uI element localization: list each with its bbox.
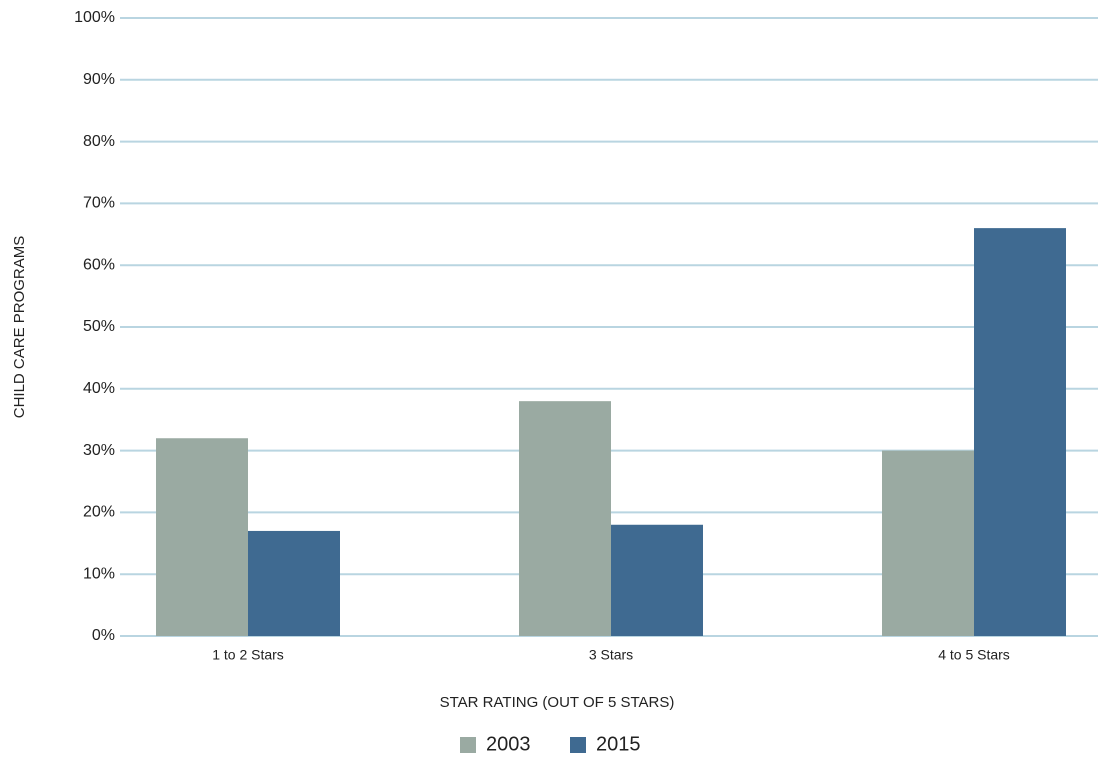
bar	[248, 530, 340, 636]
legend-label: 2015	[596, 733, 641, 755]
bar	[156, 438, 248, 636]
y-tick-label: 80%	[83, 133, 115, 150]
bar	[611, 524, 703, 636]
y-tick-label: 50%	[83, 318, 115, 335]
y-tick-label: 100%	[74, 9, 115, 26]
x-tick-label: 1 to 2 Stars	[212, 647, 284, 663]
y-tick-label: 70%	[83, 195, 115, 212]
y-tick-label: 60%	[83, 256, 115, 273]
legend-swatch	[570, 737, 586, 753]
y-tick-label: 40%	[83, 380, 115, 397]
y-tick-label: 30%	[83, 442, 115, 459]
bar	[882, 450, 974, 636]
x-tick-label: 4 to 5 Stars	[938, 647, 1010, 663]
legend-label: 2003	[486, 733, 531, 755]
y-tick-label: 90%	[83, 71, 115, 88]
y-axis-title: CHILD CARE PROGRAMS	[11, 236, 28, 419]
x-tick-label: 3 Stars	[589, 647, 633, 663]
y-tick-label: 20%	[83, 504, 115, 521]
bar	[974, 228, 1066, 636]
legend-swatch	[460, 737, 476, 753]
bar	[519, 401, 611, 636]
x-axis-title: STAR RATING (OUT OF 5 STARS)	[440, 694, 675, 711]
y-tick-label: 0%	[92, 627, 115, 644]
y-tick-label: 10%	[83, 565, 115, 582]
